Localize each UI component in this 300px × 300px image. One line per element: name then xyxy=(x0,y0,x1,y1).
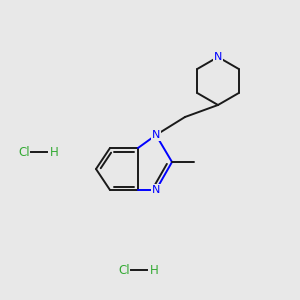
Text: N: N xyxy=(152,130,160,140)
Text: H: H xyxy=(150,263,159,277)
Text: H: H xyxy=(50,146,59,158)
Text: N: N xyxy=(152,185,160,195)
Text: Cl: Cl xyxy=(18,146,30,158)
Text: Cl: Cl xyxy=(118,263,130,277)
Text: N: N xyxy=(214,52,222,62)
